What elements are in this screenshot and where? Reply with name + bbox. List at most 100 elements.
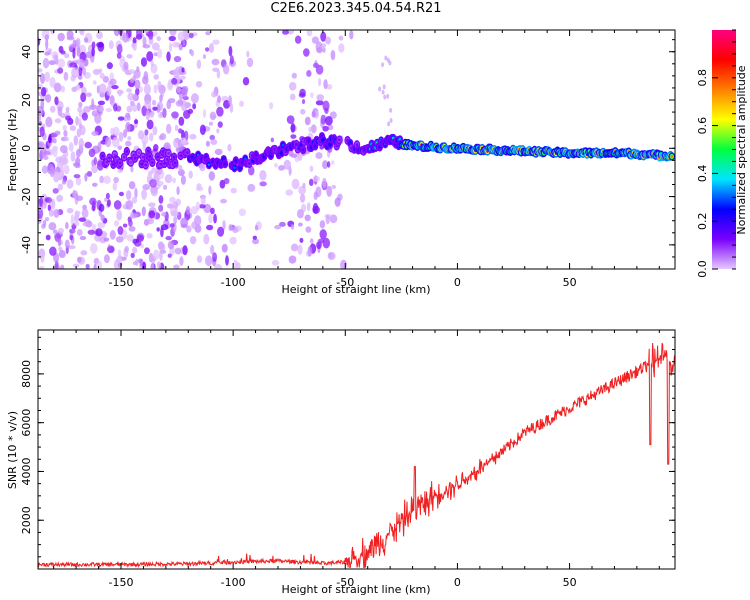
noise-blob: [285, 189, 293, 196]
noise-blob: [158, 195, 164, 204]
noise-blob: [228, 224, 233, 232]
ridge-core: [140, 162, 143, 166]
noise-blob: [310, 124, 317, 134]
noise-blob: [126, 88, 132, 93]
noise-blob: [49, 76, 56, 88]
noise-blob: [212, 39, 220, 45]
noise-blob: [282, 30, 289, 35]
noise-blob: [131, 213, 138, 219]
noise-blob: [301, 99, 306, 105]
noise-blob: [142, 261, 147, 269]
noise-blob: [38, 68, 43, 73]
noise-blob: [66, 207, 74, 214]
noise-blob: [259, 170, 267, 181]
noise-blob: [49, 105, 56, 113]
ridge-core: [112, 163, 115, 166]
noise-blob: [104, 197, 108, 203]
noise-blob: [113, 259, 122, 269]
noise-blob: [116, 52, 122, 59]
noise-blob: [227, 143, 232, 152]
noise-blob: [87, 229, 96, 235]
ridge-core: [151, 161, 154, 164]
noise-blob: [322, 177, 327, 188]
noise-blob: [142, 141, 147, 152]
noise-blob: [182, 40, 186, 47]
noise-blob: [327, 251, 336, 261]
noise-blob: [308, 126, 312, 133]
noise-blob: [125, 121, 131, 133]
ridge-core: [101, 154, 104, 158]
ridge-core: [238, 166, 242, 170]
noise-blob: [389, 118, 393, 124]
noise-blob: [286, 30, 295, 35]
noise-blob: [140, 243, 145, 249]
noise-blob: [132, 261, 137, 266]
noise-blob: [319, 229, 327, 240]
noise-blob: [49, 246, 57, 256]
noise-blob: [57, 239, 62, 247]
noise-blob: [54, 96, 59, 106]
noise-blob: [247, 183, 256, 192]
noise-blob: [291, 72, 297, 79]
noise-blob: [312, 175, 321, 182]
noise-blob: [83, 106, 91, 113]
colorbar-tick-label: 0.2: [696, 212, 709, 230]
noise-blob: [103, 237, 110, 242]
noise-blob: [98, 106, 104, 113]
noise-blob: [41, 165, 48, 174]
noise-blob: [43, 155, 49, 161]
noise-blob: [151, 42, 160, 51]
ridge-core: [670, 155, 674, 158]
snr-frame: [37, 329, 676, 570]
noise-blob: [75, 116, 79, 126]
noise-blob: [168, 35, 176, 42]
noise-blob: [229, 236, 237, 245]
noise-blob: [172, 68, 179, 78]
noise-blob: [54, 130, 61, 136]
ridge-core: [118, 161, 122, 165]
spectrogram-y-tick-label: 20: [20, 93, 33, 107]
colorbar-label: Normalized spectral amplitude: [735, 65, 748, 234]
noise-blob: [130, 252, 135, 259]
noise-blob: [158, 242, 166, 252]
noise-blob: [57, 58, 66, 68]
noise-blob: [180, 137, 187, 145]
noise-blob: [106, 199, 111, 207]
noise-blob: [63, 130, 68, 137]
noise-blob: [76, 256, 82, 263]
noise-blob: [299, 237, 304, 243]
noise-blob: [106, 86, 112, 97]
noise-blob: [195, 201, 201, 211]
noise-blob: [216, 69, 221, 79]
noise-blob: [117, 89, 122, 97]
noise-blob: [52, 188, 59, 194]
noise-blob: [176, 186, 180, 196]
noise-blob: [228, 45, 233, 57]
noise-blob: [383, 94, 387, 100]
noise-blob: [116, 43, 123, 54]
noise-blob: [44, 197, 50, 202]
noise-blob: [125, 112, 131, 118]
noise-blob: [122, 129, 128, 138]
noise-blob: [159, 251, 163, 262]
noise-blob: [318, 77, 322, 87]
noise-blob: [38, 265, 45, 269]
noise-blob: [77, 74, 83, 80]
noise-blob: [178, 116, 185, 126]
noise-blob: [109, 230, 116, 240]
noise-blob: [52, 147, 58, 158]
noise-blob: [149, 179, 157, 188]
noise-blob: [45, 38, 49, 50]
ridge-core: [234, 159, 238, 163]
noise-blob: [86, 171, 93, 177]
noise-blob: [117, 249, 122, 258]
noise-blob: [204, 47, 210, 52]
noise-blob: [216, 106, 224, 117]
noise-blob: [135, 87, 140, 96]
noise-blob: [222, 220, 226, 231]
noise-blob: [173, 216, 178, 225]
noise-blob: [73, 174, 81, 179]
noise-blob: [303, 48, 310, 57]
noise-blob: [166, 51, 171, 62]
noise-blob: [297, 244, 303, 255]
